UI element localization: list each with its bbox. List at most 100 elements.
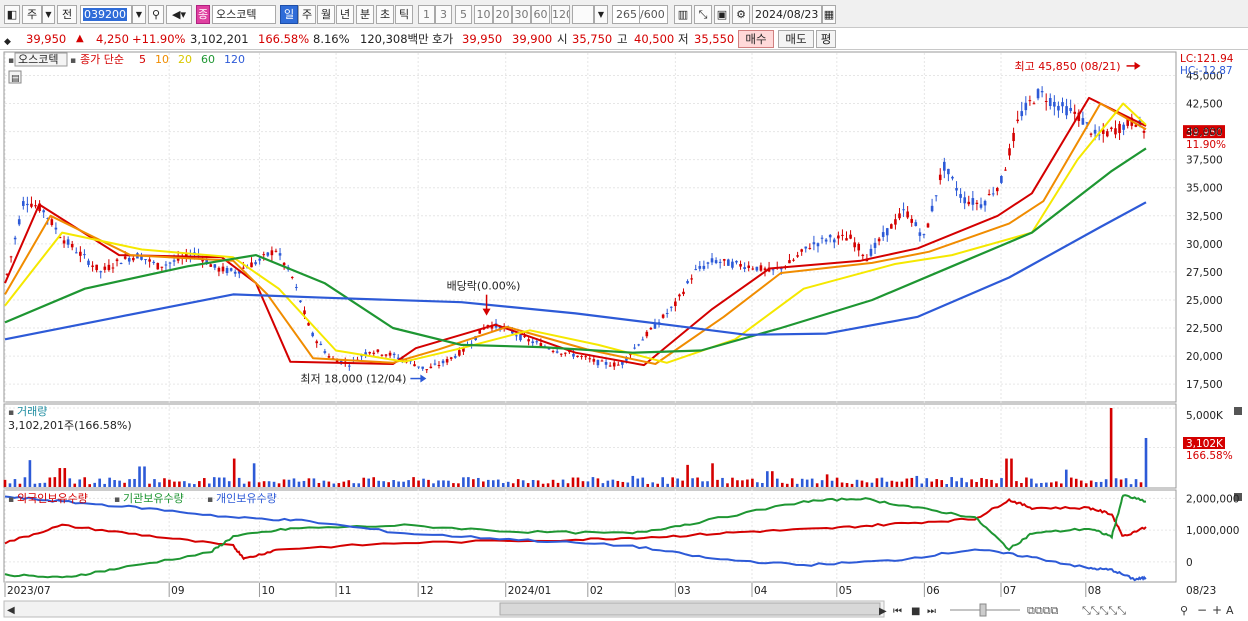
volume-bar: [1055, 481, 1058, 487]
current-price-label: 39,950: [1186, 127, 1223, 139]
interval-button-10[interactable]: 10: [474, 5, 493, 24]
period-tab-2[interactable]: 월: [317, 5, 335, 24]
candle-body: [70, 243, 74, 248]
bullet-icon: ◆: [4, 37, 11, 47]
zoom-in-icon[interactable]: +: [1212, 603, 1222, 617]
bar-count-total: /600: [640, 5, 668, 24]
period-tab-0[interactable]: 일: [280, 5, 298, 24]
candle-body: [66, 239, 70, 245]
candle-body: [727, 259, 730, 266]
candle-body: [572, 353, 575, 357]
interval-dropdown-icon[interactable]: ▼: [594, 5, 608, 24]
volume-bar: [721, 477, 724, 487]
date-input[interactable]: 2024/08/23: [752, 5, 822, 24]
interval-button-1[interactable]: 1: [418, 5, 435, 24]
candle-body: [902, 209, 905, 211]
candle-body: [983, 200, 987, 206]
scroll-left-icon[interactable]: ◀: [7, 605, 15, 616]
candle-body: [258, 258, 261, 261]
volume-close-icon[interactable]: [1234, 407, 1242, 415]
zoom-slider-handle[interactable]: [979, 603, 987, 617]
drawing-tool-icon[interactable]: ⤡: [694, 5, 712, 24]
candle-body: [820, 237, 824, 239]
scroll-right-icon[interactable]: ▶: [879, 606, 887, 617]
chart-settings-icon[interactable]: ◧: [4, 5, 20, 24]
candle-body: [991, 193, 995, 195]
volume-bar: [232, 458, 236, 487]
interval-button-120[interactable]: 120: [551, 5, 570, 24]
stock-name-field[interactable]: 오스코텍: [212, 5, 276, 24]
volume-bar: [452, 483, 455, 487]
holdings-close-icon[interactable]: [1234, 493, 1242, 501]
legend-name-box[interactable]: [14, 52, 68, 67]
zoom-out-icon[interactable]: −: [1197, 603, 1207, 617]
volume-bar: [810, 478, 814, 487]
holdings-line-개인보유수량: [4, 495, 1147, 582]
week-dropdown-icon[interactable]: ▼: [42, 5, 55, 24]
volume-bar: [342, 481, 346, 487]
tool-icons-2[interactable]: ⤡⤡⤡⤡⤡: [1082, 604, 1126, 617]
interval-button-3[interactable]: 3: [435, 5, 452, 24]
eval-button[interactable]: 평: [816, 30, 836, 48]
holdings-legend-0: 외국인보유수량: [17, 492, 88, 505]
interval-extra-field[interactable]: [572, 5, 594, 24]
candle-body: [551, 350, 555, 352]
calendar-icon[interactable]: ▦: [822, 5, 836, 24]
bar-count-input[interactable]: 265: [612, 5, 640, 24]
price-tick-label: 25,000: [1186, 295, 1223, 307]
time-tick-label: 07: [1003, 585, 1016, 597]
indicator-list-icon[interactable]: [8, 70, 22, 84]
candle-body: [796, 255, 799, 257]
period-tab-3[interactable]: 년: [336, 5, 354, 24]
period-tab-6[interactable]: 틱: [395, 5, 413, 24]
week-select[interactable]: 주: [22, 5, 42, 24]
candle-body: [535, 341, 539, 343]
buy-button[interactable]: 매수: [738, 30, 774, 48]
sound-icon[interactable]: ◀▾: [166, 5, 192, 24]
volume-bar: [606, 480, 610, 487]
volume-bar: [382, 481, 385, 487]
period-tab-4[interactable]: 분: [356, 5, 374, 24]
volume-bar: [1030, 478, 1033, 487]
code-dropdown-icon[interactable]: ▼: [132, 5, 146, 24]
interval-button-5[interactable]: 5: [455, 5, 472, 24]
volume-bar: [790, 478, 794, 487]
interval-button-30[interactable]: 30: [512, 5, 531, 24]
volume-bar: [995, 483, 998, 487]
interval-button-20[interactable]: 20: [493, 5, 512, 24]
volume-bar: [751, 478, 754, 487]
period-tab-5[interactable]: 초: [376, 5, 394, 24]
candle-body: [1004, 169, 1007, 171]
candle-body: [649, 327, 653, 330]
volume-bar: [671, 477, 674, 487]
stock-code-input[interactable]: 039200: [80, 5, 132, 24]
volume-bar: [377, 480, 380, 487]
volume-bar: [88, 484, 92, 487]
scroll-first-icon[interactable]: ⏮: [893, 606, 902, 617]
stock-chart: 최고 45,850 (08/21) 최저 18,000 (12/04) 배당락(0.…: [3, 51, 1242, 618]
sell-button[interactable]: 매도: [778, 30, 814, 48]
volume-bar: [312, 478, 316, 487]
candle-body: [1032, 103, 1036, 105]
zoom-search-icon[interactable]: ⚲: [1180, 604, 1188, 617]
search-icon[interactable]: ⚲: [148, 5, 164, 24]
holdings-line-기관보유수량: [4, 494, 1147, 579]
interval-button-60[interactable]: 60: [531, 5, 550, 24]
gear-icon[interactable]: ⚙: [732, 5, 750, 24]
candle-body: [132, 257, 135, 261]
font-size-icon[interactable]: A: [1226, 604, 1234, 617]
time-tick-label: 03: [677, 585, 690, 597]
price-tick-label: 32,500: [1186, 211, 1223, 223]
candle-type-icon[interactable]: ▥: [674, 5, 692, 24]
all-select[interactable]: 전: [57, 5, 77, 24]
save-icon[interactable]: ▣: [714, 5, 730, 24]
volume-bar: [850, 483, 854, 487]
scrollbar-thumb[interactable]: [499, 602, 881, 616]
stop-icon[interactable]: ■: [911, 606, 920, 617]
price-tick-label: 20,000: [1186, 351, 1223, 363]
candle-body: [1126, 119, 1129, 126]
tool-icons-1[interactable]: ⧉⧉⧉⧉: [1027, 604, 1059, 617]
period-tab-1[interactable]: 주: [298, 5, 316, 24]
candle-body: [910, 218, 914, 223]
scroll-last-icon[interactable]: ⏭: [927, 606, 936, 617]
